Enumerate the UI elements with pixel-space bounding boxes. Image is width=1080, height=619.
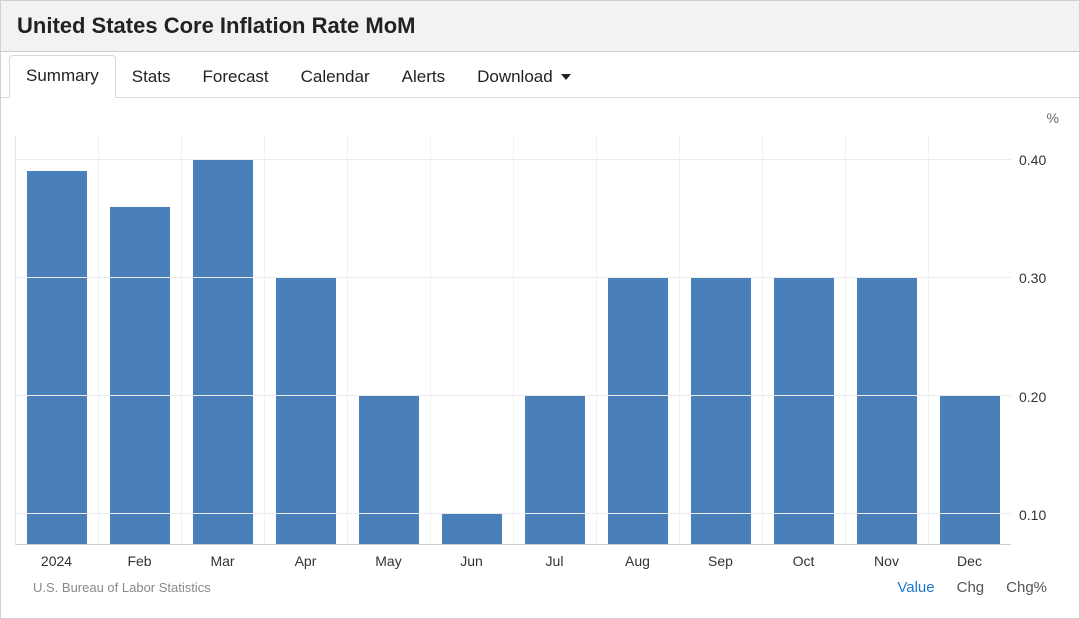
bar[interactable]: [940, 396, 999, 544]
plot-area: [15, 136, 1011, 545]
bar-slot: [16, 136, 99, 544]
page-header: United States Core Inflation Rate MoM: [1, 1, 1079, 52]
bar[interactable]: [774, 278, 833, 544]
tab-alerts[interactable]: Alerts: [386, 57, 461, 98]
bar[interactable]: [27, 171, 86, 544]
y-tick-label: 0.40: [1019, 152, 1046, 168]
app-frame: United States Core Inflation Rate MoM Su…: [0, 0, 1080, 619]
tab-forecast[interactable]: Forecast: [186, 57, 284, 98]
chart-footer: U.S. Bureau of Labor Statistics Value Ch…: [15, 569, 1065, 610]
bar-slot: [99, 136, 182, 544]
tab-label: Alerts: [402, 67, 445, 87]
x-tick-label: Feb: [98, 545, 181, 569]
bar[interactable]: [691, 278, 750, 544]
bar[interactable]: [442, 514, 501, 544]
tab-stats[interactable]: Stats: [116, 57, 187, 98]
x-tick-label: Jun: [430, 545, 513, 569]
x-tick-label: Apr: [264, 545, 347, 569]
y-unit-label: %: [1047, 110, 1059, 126]
tab-label: Download: [477, 67, 553, 87]
tab-label: Forecast: [202, 67, 268, 87]
bar-slot: [846, 136, 929, 544]
page-title: United States Core Inflation Rate MoM: [17, 13, 1063, 39]
bar[interactable]: [857, 278, 916, 544]
bar-slot: [597, 136, 680, 544]
bar-slot: [431, 136, 514, 544]
x-axis: 2024FebMarAprMayJunJulAugSepOctNovDec: [15, 545, 1011, 569]
tab-label: Summary: [26, 66, 99, 86]
grid-line: [16, 395, 1011, 396]
y-tick-label: 0.30: [1019, 270, 1046, 286]
tab-summary[interactable]: Summary: [9, 55, 116, 98]
tabs-row: Summary Stats Forecast Calendar Alerts D…: [1, 52, 1079, 98]
x-tick-label: Oct: [762, 545, 845, 569]
metric-value[interactable]: Value: [897, 579, 934, 596]
tab-label: Calendar: [301, 67, 370, 87]
tab-download[interactable]: Download: [461, 57, 587, 98]
grid-line: [16, 159, 1011, 160]
tab-calendar[interactable]: Calendar: [285, 57, 386, 98]
metric-chg-pct[interactable]: Chg%: [1006, 579, 1047, 596]
y-tick-label: 0.10: [1019, 507, 1046, 523]
x-tick-label: Nov: [845, 545, 928, 569]
bar-slot: [265, 136, 348, 544]
x-tick-label: Mar: [181, 545, 264, 569]
x-tick-label: Sep: [679, 545, 762, 569]
chart-region: % 0.10 0.20 0.30 0.40 2024FebMarAprMayJunJu…: [1, 98, 1079, 618]
bar-slot: [929, 136, 1011, 544]
bar-slot: [680, 136, 763, 544]
source-label: U.S. Bureau of Labor Statistics: [33, 580, 211, 595]
plot-row: 0.10 0.20 0.30 0.40: [15, 112, 1065, 545]
bar[interactable]: [110, 207, 169, 544]
x-tick-label: Aug: [596, 545, 679, 569]
y-tick-label: 0.20: [1019, 389, 1046, 405]
x-tick-label: 2024: [15, 545, 98, 569]
bar-slot: [182, 136, 265, 544]
chevron-down-icon: [561, 74, 571, 80]
grid-line: [16, 277, 1011, 278]
bar-slot: [348, 136, 431, 544]
bar-slot: [514, 136, 597, 544]
metric-chg[interactable]: Chg: [957, 579, 985, 596]
bar[interactable]: [359, 396, 418, 544]
y-axis: 0.10 0.20 0.30 0.40: [1011, 136, 1065, 545]
x-tick-label: Dec: [928, 545, 1011, 569]
bar-container: [16, 136, 1011, 544]
x-tick-label: Jul: [513, 545, 596, 569]
bar[interactable]: [276, 278, 335, 544]
metric-toggle-group: Value Chg Chg%: [897, 579, 1047, 596]
bar[interactable]: [525, 396, 584, 544]
bar[interactable]: [608, 278, 667, 544]
tab-label: Stats: [132, 67, 171, 87]
x-tick-label: May: [347, 545, 430, 569]
bar-slot: [763, 136, 846, 544]
bar[interactable]: [193, 160, 252, 544]
grid-line: [16, 513, 1011, 514]
